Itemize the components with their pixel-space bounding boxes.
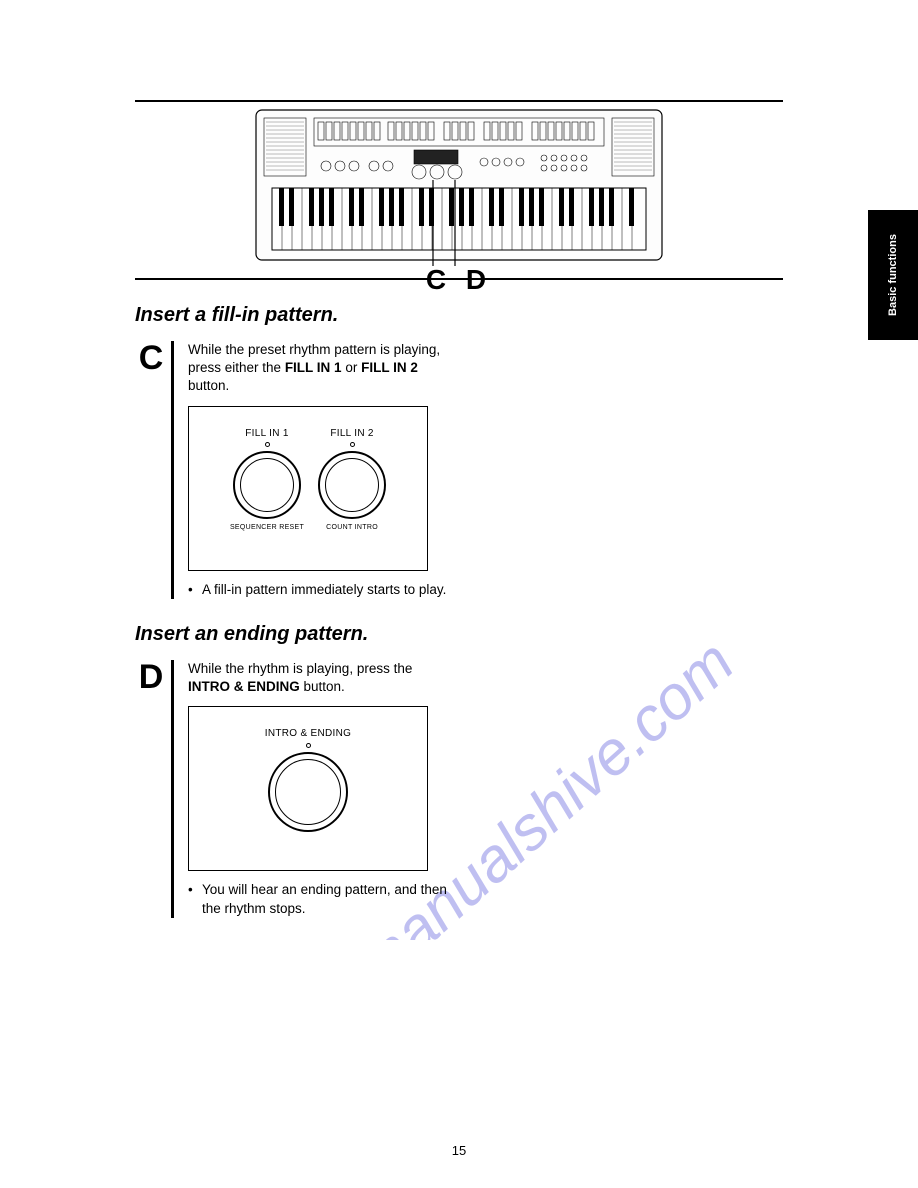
bullet-item: You will hear an ending pattern, and the…	[188, 881, 448, 917]
callout-labels: C D	[135, 264, 783, 296]
section-d-heading: Insert an ending pattern.	[135, 623, 783, 646]
step-c-divider	[171, 341, 174, 599]
step-c-text: While the preset rhythm pattern is playi…	[188, 341, 448, 396]
page-number: 15	[0, 1143, 918, 1158]
page-content: C D Insert a fill-in pattern. C While th…	[0, 0, 918, 968]
step-c-letter: C	[135, 341, 167, 599]
step-d-bullets: You will hear an ending pattern, and the…	[188, 881, 448, 917]
step-c-body: While the preset rhythm pattern is playi…	[188, 341, 448, 599]
diagram-c: FILL IN 1 SEQUENCER RESET FILL IN 2 COUN…	[188, 406, 428, 571]
led-icon	[265, 442, 270, 447]
knob-intro-ending: INTRO & ENDING	[265, 727, 351, 832]
step-d: D While the rhythm is playing, press the…	[135, 660, 783, 918]
bullet-item: A fill-in pattern immediately starts to …	[188, 581, 448, 599]
knob-icon	[233, 451, 301, 519]
step-c: C While the preset rhythm pattern is pla…	[135, 341, 783, 599]
knob-fillin2: FILL IN 2 COUNT INTRO	[318, 427, 386, 533]
led-icon	[350, 442, 355, 447]
step-d-divider	[171, 660, 174, 918]
step-d-text: While the rhythm is playing, press the I…	[188, 660, 448, 696]
step-d-letter: D	[135, 660, 167, 918]
led-icon	[306, 743, 311, 748]
knob-icon	[318, 451, 386, 519]
step-c-bullets: A fill-in pattern immediately starts to …	[188, 581, 448, 599]
diagram-d: INTRO & ENDING	[188, 706, 428, 871]
keyboard-illustration: C D	[135, 102, 783, 296]
knob-fillin1: FILL IN 1 SEQUENCER RESET	[230, 427, 304, 533]
section-c-heading: Insert a fill-in pattern.	[135, 304, 783, 327]
keyboard-svg	[254, 108, 664, 268]
knob-icon	[268, 752, 348, 832]
step-d-body: While the rhythm is playing, press the I…	[188, 660, 448, 918]
